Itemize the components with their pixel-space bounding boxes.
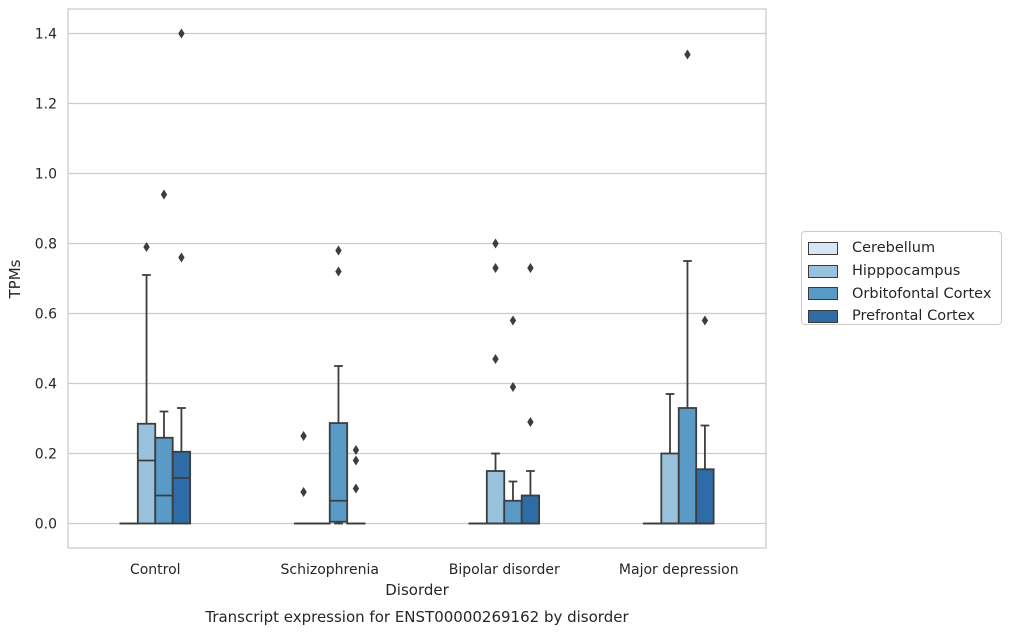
- legend-item: Hipppocampus: [808, 260, 1001, 283]
- outlier-point: [492, 263, 499, 273]
- legend-swatch: [808, 264, 838, 278]
- outlier-point: [352, 483, 360, 494]
- x-axis-label: Disorder: [385, 581, 449, 599]
- box-iqr: [136, 422, 157, 525]
- box-iqr: [660, 452, 680, 525]
- box-hipppocampus: [485, 238, 506, 525]
- y-tick-label: 0.0: [35, 517, 57, 533]
- outlier-point: [527, 263, 534, 273]
- box-plot-series: [119, 28, 715, 525]
- outlier-point: [701, 315, 709, 326]
- box-orbitofontal-cortex: [677, 49, 698, 525]
- y-tick-label: 0.4: [35, 377, 57, 393]
- legend-swatch: [808, 309, 838, 323]
- y-tick-label: 0.6: [35, 307, 57, 323]
- outlier-point: [527, 417, 534, 427]
- outlier-point: [492, 354, 499, 364]
- outlier-point: [335, 266, 342, 277]
- box-prefrontal-cortex: [695, 315, 715, 525]
- legend-label: Hipppocampus: [852, 263, 961, 280]
- box-orbitofontal-cortex: [503, 315, 523, 525]
- chart-legend: Cerebellum Hipppocampus Orbitofontal Corte…: [801, 231, 1002, 325]
- box-prefrontal-cortex: [346, 445, 366, 525]
- outlier-point: [178, 28, 185, 39]
- legend-label: Cerebellum: [852, 240, 936, 257]
- x-axis-ticks: Control Schizophrenia Bipolar disorder Majo…: [130, 562, 739, 578]
- box-iqr: [520, 494, 541, 525]
- outlier-point: [143, 242, 150, 252]
- y-tick-label: 1.0: [35, 167, 57, 183]
- legend-swatch: [808, 287, 838, 301]
- outlier-point: [160, 189, 168, 200]
- legend-label: Prefrontal Cortex: [852, 308, 975, 325]
- box-orbitofontal-cortex: [154, 189, 174, 525]
- y-tick-label: 1.4: [35, 27, 57, 43]
- outlier-point: [352, 445, 360, 455]
- x-tick-label: Bipolar disorder: [449, 562, 560, 578]
- x-tick-label: Major depression: [619, 562, 739, 578]
- box-iqr: [154, 436, 174, 525]
- legend-item: Cerebellum: [808, 237, 1001, 260]
- chart-title: Transcript expression for ENST0000026916…: [204, 608, 629, 626]
- outlier-point: [300, 431, 307, 441]
- plot-area-frame: [67, 8, 767, 549]
- x-tick-label: Control: [130, 562, 181, 578]
- y-axis-ticks: 0.0 0.2 0.4 0.6 0.8 1.0 1.2 1.4: [35, 27, 57, 533]
- outlier-point: [178, 252, 185, 263]
- box-cerebellum: [293, 431, 314, 525]
- y-tick-label: 0.2: [35, 447, 57, 463]
- box-iqr: [485, 470, 506, 525]
- outlier-point: [492, 238, 499, 249]
- outlier-point: [352, 455, 360, 466]
- box-iqr: [695, 468, 715, 525]
- x-tick-label: Schizophrenia: [281, 562, 379, 578]
- box-orbitofontal-cortex: [328, 245, 349, 525]
- box-hipppocampus: [136, 242, 157, 525]
- legend-item: Orbitofontal Cortex: [808, 282, 1001, 305]
- y-tick-label: 0.8: [35, 237, 57, 253]
- outlier-point: [509, 382, 517, 392]
- outlier-point: [684, 49, 691, 60]
- box-iqr: [171, 450, 192, 525]
- box-iqr: [677, 407, 698, 525]
- box-prefrontal-cortex: [520, 263, 541, 525]
- legend-swatch: [808, 241, 838, 255]
- box-prefrontal-cortex: [171, 28, 192, 525]
- box-iqr: [503, 499, 523, 525]
- y-tick-label: 1.2: [35, 97, 57, 113]
- legend-label: Orbitofontal Cortex: [852, 285, 992, 302]
- y-axis-label: TPMs: [6, 259, 24, 299]
- box-hipppocampus: [660, 393, 680, 525]
- box-iqr: [328, 422, 349, 523]
- outlier-point: [509, 315, 517, 326]
- outlier-point: [335, 245, 342, 256]
- outlier-point: [300, 487, 307, 497]
- legend-item: Prefrontal Cortex: [808, 305, 1001, 328]
